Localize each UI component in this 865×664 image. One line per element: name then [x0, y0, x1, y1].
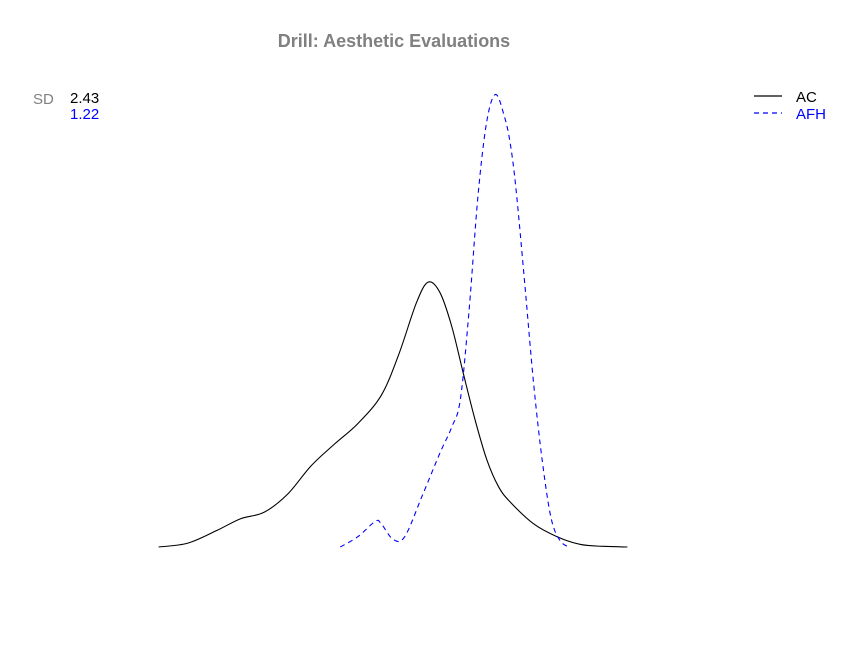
legend-label-ac: AC — [796, 89, 817, 106]
sd-value-ac: 2.43 — [70, 90, 99, 107]
legend-label-afh: AFH — [796, 106, 826, 123]
sd-value-afh: 1.22 — [70, 106, 99, 123]
sd-label: SD — [33, 91, 54, 108]
sd-block: SD 2.43 1.22 — [33, 90, 99, 123]
density-line-ac — [158, 281, 628, 548]
legend-item-ac: AC — [754, 89, 817, 106]
legend: AC AFH — [754, 89, 826, 123]
chart-title: Drill: Aesthetic Evaluations — [278, 31, 510, 51]
density-line-afh — [339, 93, 570, 548]
plot-area — [158, 93, 628, 548]
legend-item-afh: AFH — [754, 106, 826, 123]
